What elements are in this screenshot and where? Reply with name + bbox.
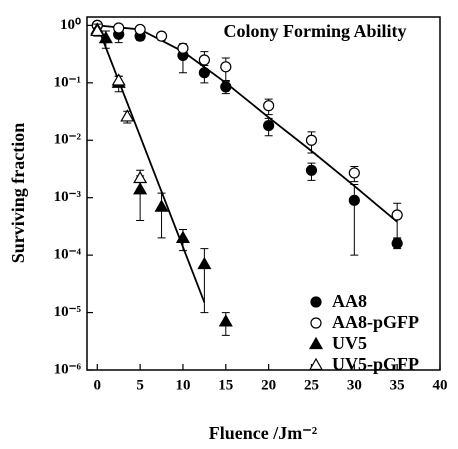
legend-label: UV5	[332, 333, 367, 353]
data-point	[134, 23, 146, 36]
data-point	[197, 256, 212, 270]
legend-marker	[310, 317, 322, 329]
data-point	[218, 314, 233, 327]
fit-line	[96, 25, 206, 303]
data-point	[391, 237, 403, 250]
data-point	[155, 30, 168, 42]
y-tick-label: 10⁻⁴	[54, 247, 82, 263]
x-tick-label: 20	[261, 377, 276, 393]
data-point	[113, 22, 125, 34]
data-point	[391, 209, 403, 221]
data-point	[220, 61, 232, 73]
y-tick-label: 10⁻²	[54, 132, 82, 148]
data-point	[177, 42, 189, 54]
fit-line	[97, 24, 398, 223]
data-point	[154, 199, 169, 212]
data-point	[348, 194, 360, 206]
chart-title: Colony Forming Ability	[223, 21, 406, 41]
legend-label: AA8-pGFP	[332, 312, 419, 332]
legend-marker	[310, 296, 322, 308]
x-tick-label: 25	[304, 377, 319, 393]
x-tick-label: 30	[347, 377, 362, 393]
data-point	[120, 109, 135, 122]
x-tick-label: 10	[175, 377, 190, 393]
y-tick-label: 10⁻⁶	[54, 361, 82, 377]
y-tick-label: 10⁻³	[54, 189, 82, 205]
data-point	[111, 73, 126, 86]
data-point	[305, 164, 318, 176]
y-tick-label: 10⁰	[60, 17, 81, 33]
data-point	[175, 230, 190, 243]
legend-label: UV5-pGFP	[332, 354, 419, 374]
legend-marker	[308, 336, 324, 350]
data-point	[98, 30, 113, 44]
legend-marker	[308, 357, 324, 371]
x-tick-label: 0	[94, 377, 102, 393]
data-point	[90, 23, 105, 37]
data-point	[133, 170, 148, 184]
x-tick-label: 35	[390, 377, 405, 393]
x-tick-label: 5	[136, 377, 144, 393]
data-point	[263, 100, 275, 112]
y-tick-label: 10⁻¹	[54, 74, 81, 90]
y-tick-label: 10⁻⁵	[54, 304, 82, 320]
x-tick-label: 15	[218, 377, 233, 393]
data-point	[305, 134, 318, 146]
data-point	[348, 167, 360, 179]
data-point	[198, 54, 210, 66]
y-axis-label: Surviving fraction	[8, 123, 28, 264]
legend-label: AA8	[332, 291, 367, 311]
data-point	[220, 81, 232, 93]
x-axis-label: Fluence /Jm⁻²	[209, 423, 317, 443]
plot-frame	[86, 16, 441, 371]
data-point	[263, 120, 275, 132]
x-tick-label: 40	[433, 377, 448, 393]
